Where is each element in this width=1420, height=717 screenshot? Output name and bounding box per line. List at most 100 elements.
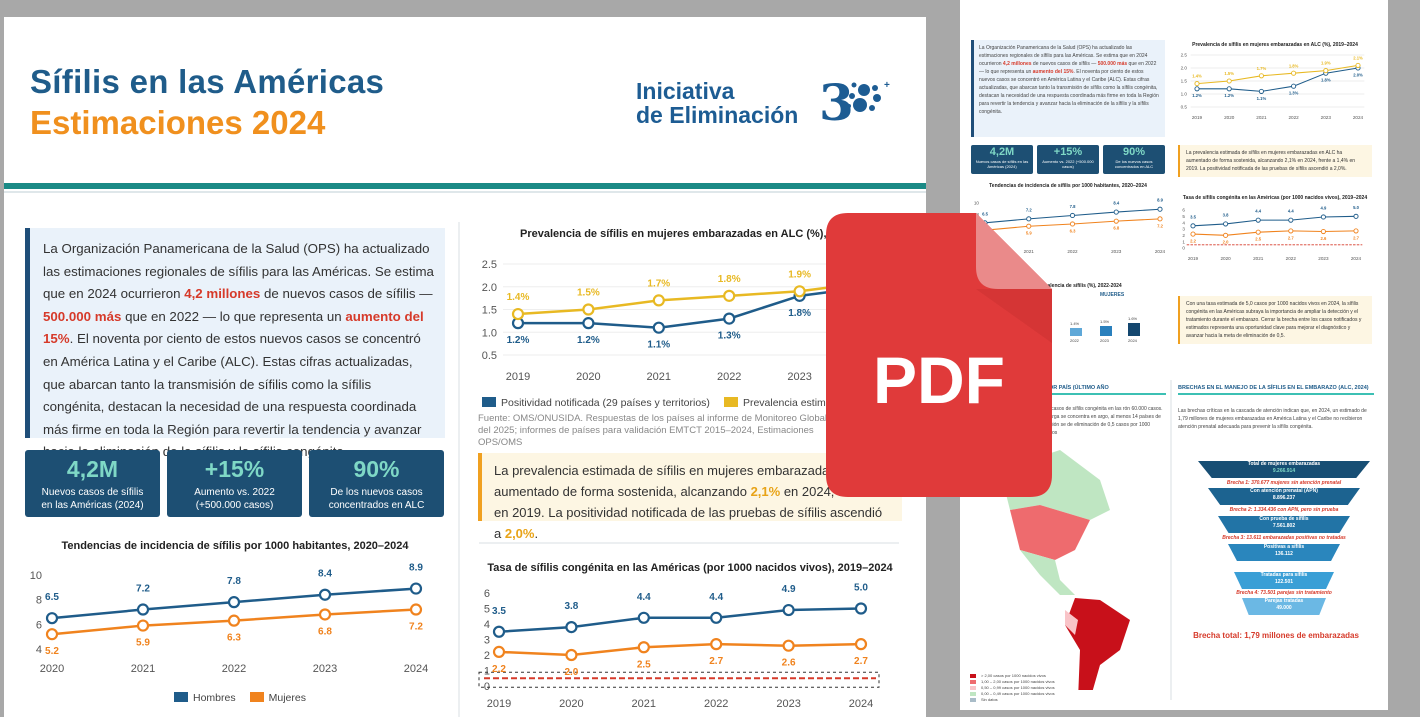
data-point [854,638,868,651]
data-label: 2.6 [782,658,796,669]
y-tick-label: 6 [36,619,42,631]
data-label: 7.8 [1070,204,1076,209]
data-label: 6.5 [982,211,988,216]
y-tick-label: 5 [1182,214,1185,219]
data-label: 1.2% [577,335,600,346]
funnel-gap: Brecha 3: 13.611 embarazadas positivas n… [1222,535,1346,541]
legend-item-prevalencia: Prevalencia estimada [723,397,843,409]
data-label: 8.9 [409,563,423,574]
y-tick-label: 10 [974,201,980,206]
data-point [1353,213,1359,219]
logo-dots-icon: + [847,80,890,112]
x-tick-label: 2023 [787,371,811,383]
data-point [1255,229,1261,235]
data-label: 1.2% [507,335,530,346]
data-label: 2.7 [709,656,723,667]
map-central-america [1020,550,1075,595]
callout-highlight: 2,1% [750,484,781,499]
data-label: 1.9% [788,269,811,280]
data-label: 2.2 [492,664,506,675]
funnel-gap: Brecha 1: 370.677 mujeres sin atención p… [1226,480,1342,486]
x-tick-label: 2024 [404,663,428,675]
callout-text: aumentado de forma sostenida, alcanzando [494,484,751,499]
y-tick-label: 4 [1182,220,1185,225]
data-label: 1.3% [1289,91,1299,96]
intro-text: La Organización Panamericana de la Salud… [43,241,434,302]
mini-stat-value: 90% [1122,146,1146,158]
data-point [45,612,59,625]
map-section-title: A POR PAÍS (ÚLTIMO AÑO [1040,385,1166,395]
callout-text: La prevalencia estimada de sífilis en mu… [494,463,866,478]
map-peru [1065,610,1078,635]
data-label: 1.8% [718,274,741,285]
x-tick-label: 2024 [1353,115,1364,120]
data-point [1157,216,1163,222]
y-tick-label: 5 [484,604,490,616]
x-tick-label: 2020 [40,663,64,675]
data-label: 4.4 [1255,209,1261,214]
intro-text: que en 2022 — lo que representa un [121,308,346,324]
x-tick-label: 2021 [1024,249,1035,254]
funnel-gap: Brecha 4: 73.501 parejas sin tratamiento [1236,590,1332,596]
header-divider-light [4,191,926,193]
data-point [782,603,795,617]
data-point [1190,223,1196,229]
data-label: 7.2 [1026,207,1032,212]
pdf-file-icon: PDF [826,213,1052,497]
data-label: 5.9 [136,638,150,649]
data-label: 1.8% [788,308,811,319]
data-point [1255,217,1261,223]
data-label: 1.9% [1321,61,1331,66]
logo-line-2: de Eliminación [636,102,799,128]
x-tick-label: 2020 [1224,115,1235,120]
map-legend-label: 0,00 – 0,49 casos por 1000 nacidos vivos [981,691,1055,696]
legend-item-mujeres: Mujeres [249,692,306,704]
funnel-gap: Brecha 2: 1.334.436 con APN, pero sin pr… [1229,507,1339,513]
data-point [1190,231,1196,237]
series-line-0 [498,607,862,633]
data-point [1320,214,1326,220]
data-point [511,307,525,321]
data-point [1320,228,1326,235]
column-divider [458,222,460,717]
legend-label: Hombres [193,692,236,704]
mini-stat-label: Nuevos casos de sífilis en las Américas … [975,159,1029,169]
x-tick-label: 2019 [506,371,530,383]
y-tick-label: 1.0 [1181,92,1188,97]
bar-label: 1.4% [1070,321,1080,326]
data-point [136,619,150,632]
bar-label: 1.6% [1128,316,1138,321]
data-label: 6.5 [45,592,59,603]
stat-label: De los nuevos casos concentrados en ALC [328,487,425,511]
data-point [1291,70,1297,76]
x-tick-label: 2023 [1321,115,1332,120]
x-tick-label: 2024 [1351,256,1362,261]
data-label: 6.3 [1070,228,1076,233]
y-tick-label: 10 [30,570,42,582]
data-label: 2.7 [1288,235,1294,240]
mini-stat-label: De los nuevos casos concentrados en ALC [1114,159,1154,169]
data-point [723,289,736,302]
bar-x-label: 2023 [1100,338,1109,343]
data-point [1226,78,1232,84]
bar-label: 1.5% [1100,319,1110,324]
series-line-0 [518,285,871,329]
data-label: 5.2 [45,646,59,657]
legend-prevalence: Positividad notificada (29 países y terr… [482,397,843,409]
y-tick-label: 2 [1182,233,1185,238]
bar-x-label: 2024 [1128,338,1137,343]
map-legend-label: Sin datos [981,697,998,702]
mini-stat-value: +15% [1053,146,1083,158]
y-tick-label: 2.5 [1181,53,1188,58]
mini-chart-title: Prevalencia de sífilis en mujeres embara… [1192,42,1358,48]
x-tick-label: 2021 [1256,115,1267,120]
data-label: 1.1% [1257,96,1267,101]
data-label: 6.8 [318,626,332,637]
callout-text: en 2019. La positividad notificada de la… [494,505,883,541]
mini-stat-card: +15% Aumento vs. 2022 (+500.000 casos) [1037,145,1099,174]
map-legend-label: > 2,00 casos por 1000 nacidos vivos [981,673,1046,678]
funnel-stage: Parejas tratadas 49.000 [1242,598,1326,615]
mini-bar-chart: 1.4% 1.5% 1.6% 2022 2023 2024 [1068,306,1148,348]
intro-highlight: 4,2 millones [184,286,261,302]
